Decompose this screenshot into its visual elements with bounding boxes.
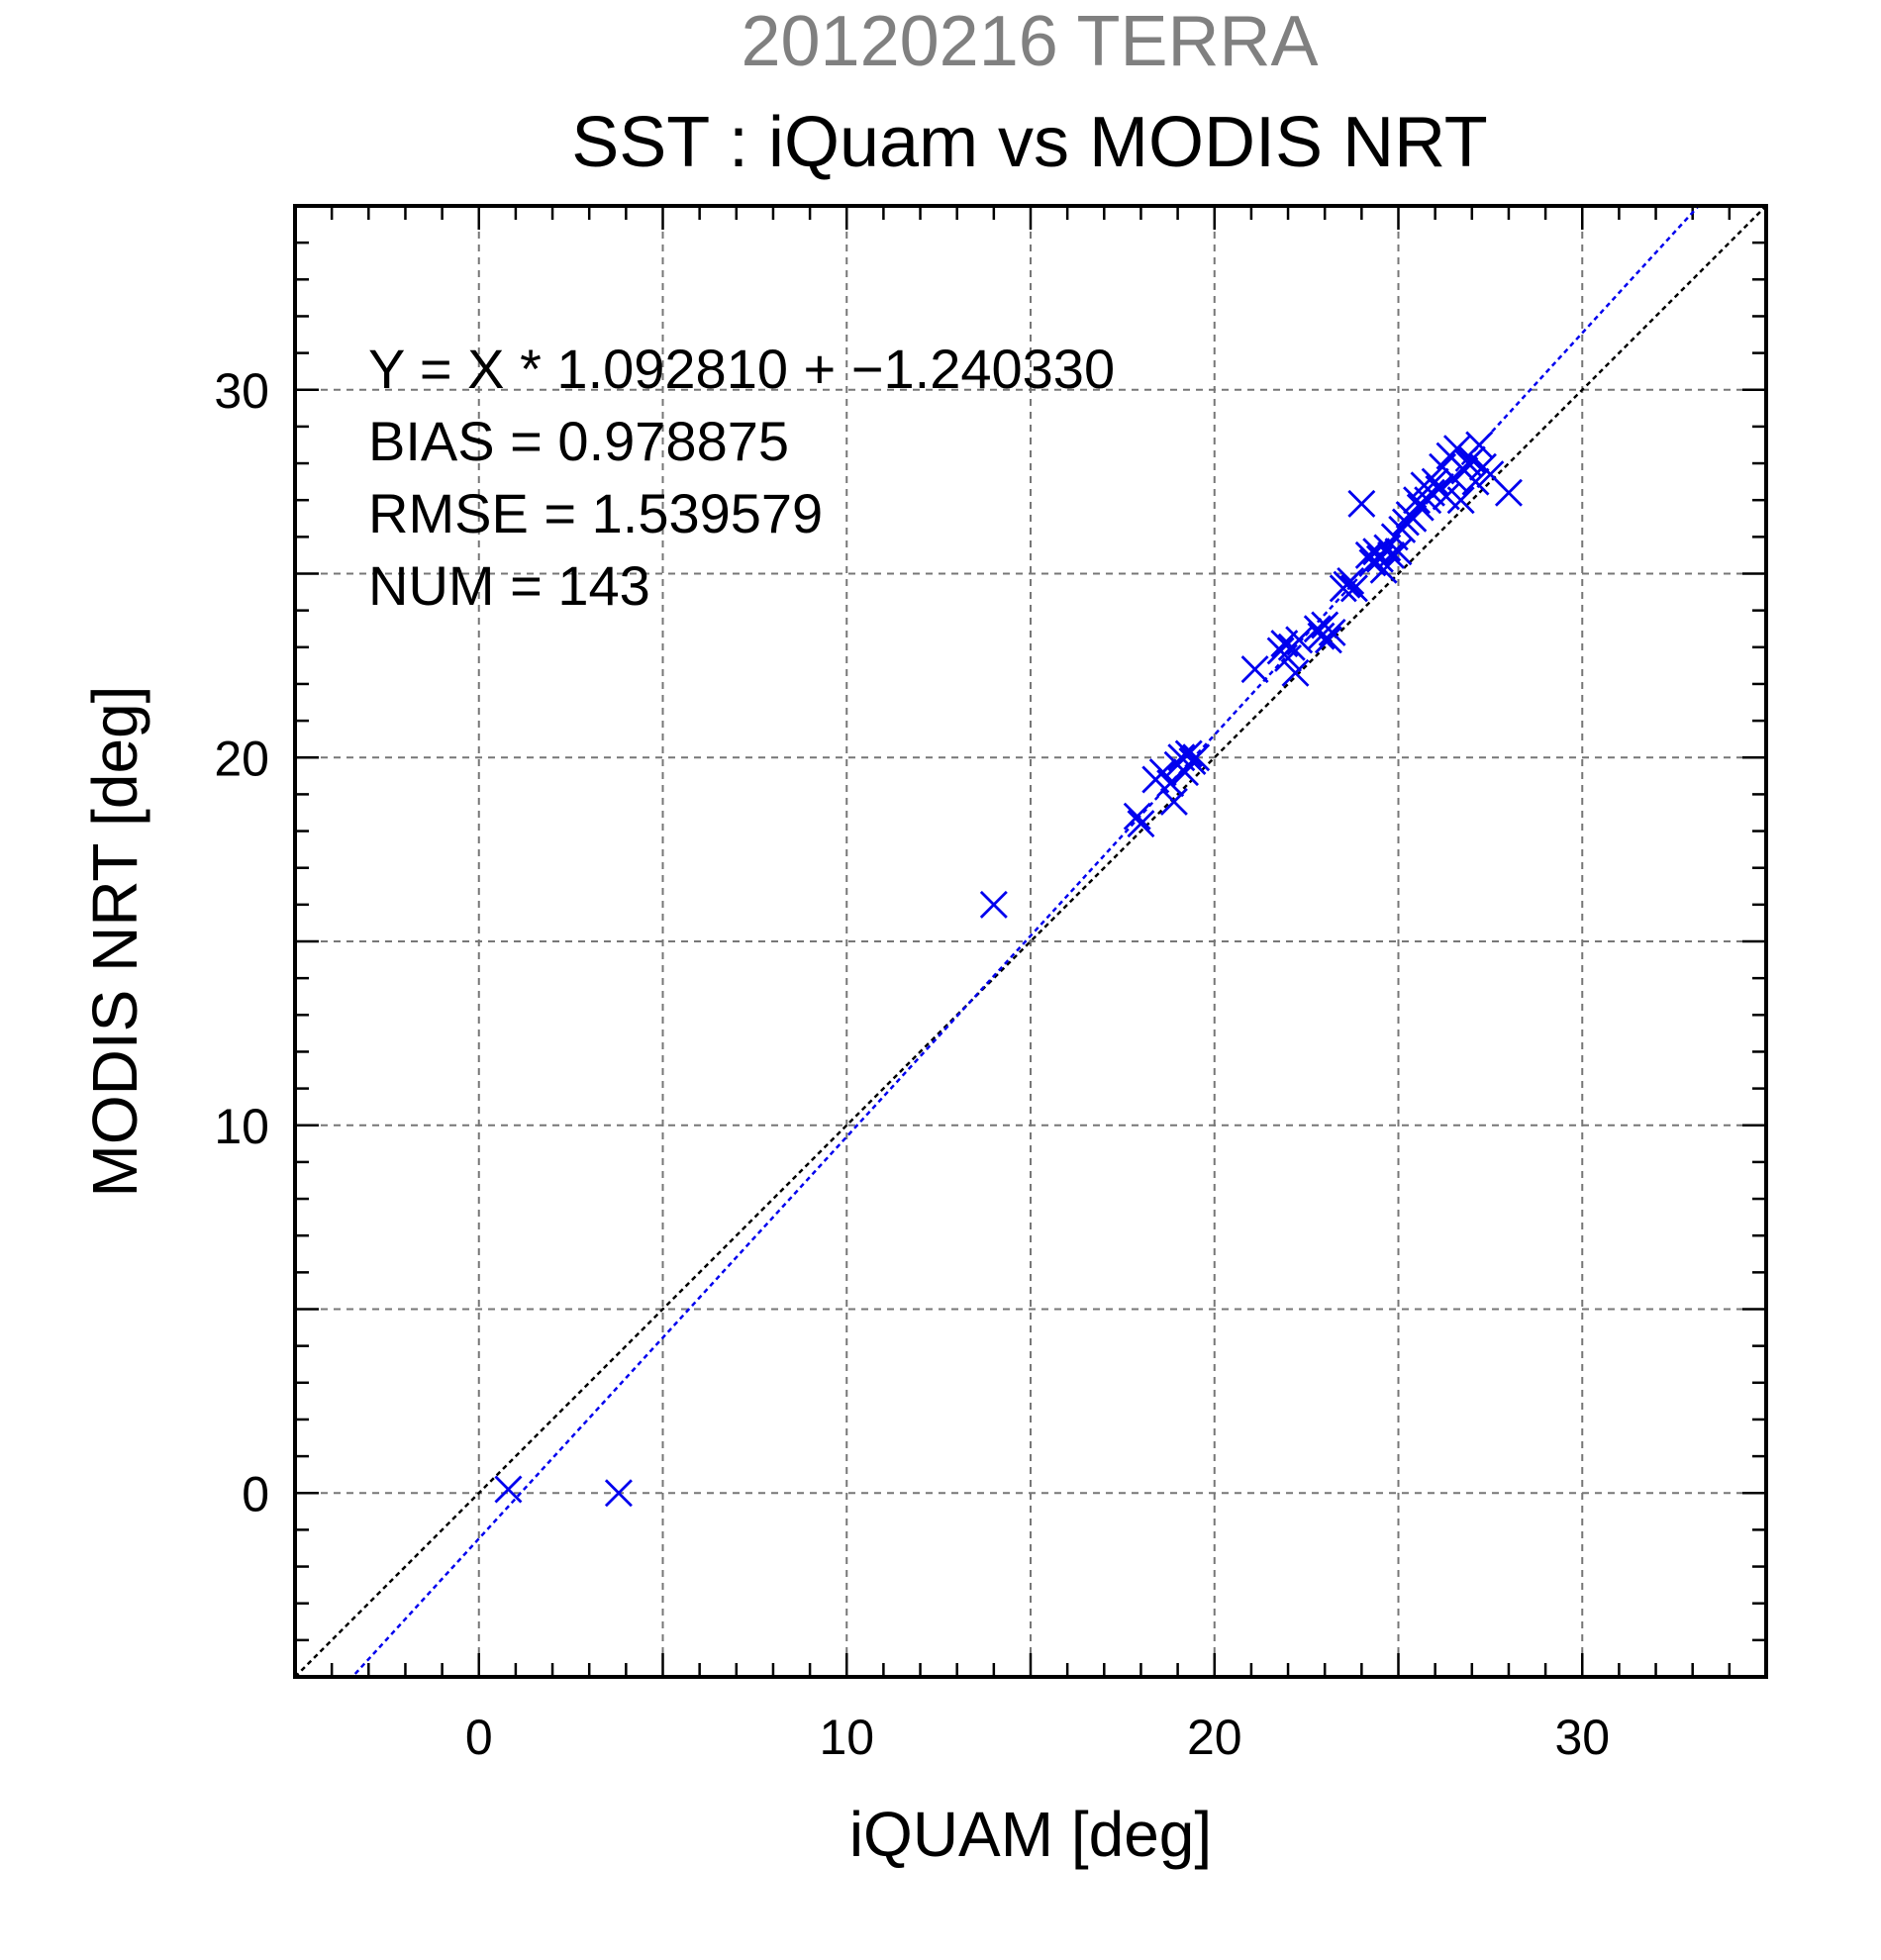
data-point: [1240, 655, 1269, 684]
y-tick-labels: 0 10 20 30: [214, 363, 269, 1522]
x-tick-label: 10: [819, 1710, 874, 1765]
stat-rmse: RMSE = 1.539579: [368, 482, 823, 544]
data-point: [1369, 555, 1398, 584]
data-point: [1347, 489, 1376, 518]
data-point: [1421, 467, 1449, 496]
y-tick-label: 10: [214, 1099, 269, 1154]
x-tick-labels: 0 10 20 30: [465, 1710, 1610, 1765]
y-axis-label: MODIS NRT [deg]: [79, 686, 150, 1198]
data-point: [1123, 802, 1151, 831]
data-point: [1384, 538, 1413, 566]
data-point: [1339, 574, 1368, 603]
data-point: [1318, 618, 1346, 646]
chart-supertitle: 20120216 TERRA: [741, 2, 1318, 81]
y-tick-label: 0: [242, 1466, 269, 1521]
grid-lines: [295, 206, 1766, 1677]
data-point: [1174, 739, 1203, 768]
fit-line: [350, 206, 1701, 1677]
data-points: [494, 431, 1523, 1508]
data-point: [494, 1475, 523, 1504]
data-point: [1307, 622, 1336, 650]
data-point: [1156, 769, 1185, 798]
chart-title: SST : iQuam vs MODIS NRT: [571, 103, 1488, 182]
data-point: [1127, 810, 1155, 838]
data-point: [1446, 486, 1475, 515]
data-point: [1377, 540, 1406, 569]
plot-frame: [293, 204, 1768, 1679]
data-point: [1494, 478, 1523, 507]
x-tick-label: 0: [465, 1710, 493, 1765]
y-tick-label: 20: [214, 731, 269, 786]
x-tick-label: 20: [1187, 1710, 1242, 1765]
data-point: [1442, 435, 1471, 463]
data-point: [604, 1479, 633, 1508]
stat-bias: BIAS = 0.978875: [368, 410, 789, 472]
y-tick-label: 30: [214, 363, 269, 419]
reference-lines: [295, 206, 1766, 1677]
data-point: [1182, 743, 1211, 772]
data-point: [979, 890, 1008, 919]
data-point: [1285, 626, 1314, 654]
data-point: [1274, 643, 1303, 672]
data-point: [1159, 787, 1188, 816]
x-tick-label: 30: [1554, 1710, 1610, 1765]
stat-fit-equation: Y = X * 1.092810 + −1.240330: [368, 338, 1115, 400]
x-axis-label: iQUAM [deg]: [849, 1799, 1212, 1870]
data-point: [1314, 626, 1342, 654]
data-point: [1461, 467, 1490, 496]
data-point: [1336, 566, 1365, 595]
data-point: [1465, 431, 1494, 459]
stat-num: NUM = 143: [368, 554, 650, 617]
minor-ticks: [295, 206, 1766, 1677]
data-point: [1281, 658, 1310, 687]
statistics-block: Y = X * 1.092810 + −1.240330 BIAS = 0.97…: [368, 338, 1115, 617]
